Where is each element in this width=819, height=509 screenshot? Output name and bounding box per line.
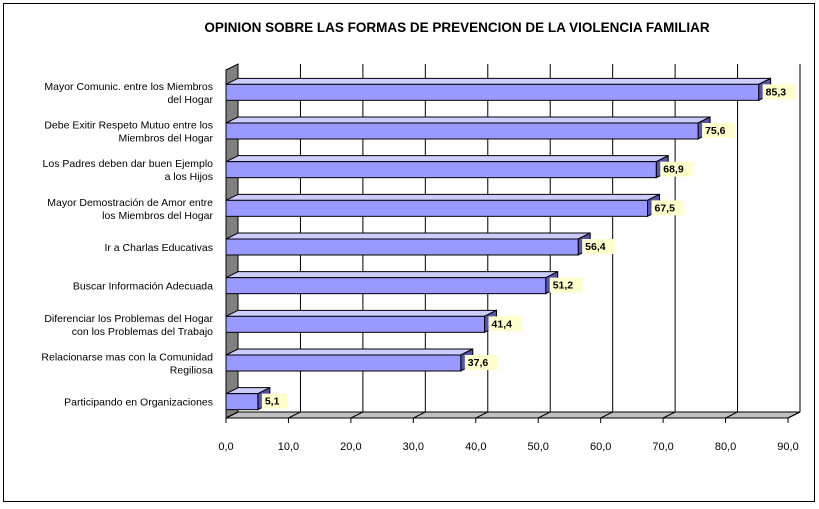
data-label: 51,2 [553, 280, 574, 292]
bar-top [225, 232, 591, 240]
grid-floor-line [787, 411, 801, 419]
category-label: a los Hijos [165, 171, 213, 183]
bar-top [225, 271, 558, 279]
category-label: Diferenciar los Problemas del Hogar [44, 313, 213, 325]
data-label: 85,3 [766, 86, 787, 98]
data-label: 56,4 [585, 241, 606, 253]
data-label: 5,1 [265, 396, 280, 408]
chart-title: OPINION SOBRE LAS FORMAS DE PREVENCION D… [204, 20, 710, 35]
grid-floor-line [413, 411, 426, 419]
data-label-box [702, 123, 735, 138]
category-label: Regiliosa [170, 365, 213, 377]
x-tick-label: 0,0 [218, 441, 233, 453]
grid-floor-line [537, 411, 551, 419]
grid-floor-line [475, 411, 489, 419]
bar-top [225, 348, 474, 356]
data-label-box [488, 316, 521, 332]
category-label: del Hogar [167, 94, 213, 106]
data-label: 41,4 [492, 318, 513, 330]
x-tick-label: 10,0 [278, 441, 299, 453]
category-label: Relacionarse mas con la Comunidad [41, 352, 213, 364]
data-label-box [582, 239, 615, 254]
bar-top [225, 193, 660, 201]
bar-top [225, 309, 497, 317]
category-label: Los Padres deben dar buen Ejemplo [43, 158, 214, 170]
grid-floor-line [662, 411, 676, 419]
x-tick-label: 20,0 [340, 441, 361, 453]
grid-floor-line [288, 411, 301, 419]
grid-floor-line [600, 411, 613, 419]
grid-floor-line [225, 411, 239, 419]
x-tick-label: 60,0 [590, 441, 611, 453]
grid-floor-line [725, 411, 738, 419]
category-label: Participando en Organizaciones [64, 397, 213, 409]
category-label: Buscar Información Adecuada [73, 281, 213, 293]
data-label-box [762, 84, 796, 100]
bar-top [225, 77, 771, 85]
bar [225, 238, 579, 256]
data-label: 75,6 [705, 125, 726, 137]
category-label: con los Problemas del Trabajo [72, 326, 213, 338]
x-tick-label: 50,0 [528, 441, 549, 453]
x-tick-label: 70,0 [652, 441, 673, 453]
data-label-box [549, 277, 583, 293]
data-label: 37,6 [468, 357, 489, 369]
bar [225, 315, 486, 333]
category-label: los Miembros del Hogar [102, 210, 213, 222]
x-tick-label: 90,0 [777, 441, 798, 453]
category-label: Mayor Comunic. entre los Miembros [44, 81, 213, 93]
data-label-box [261, 393, 288, 409]
bar [225, 199, 648, 217]
data-label-box [660, 161, 693, 177]
category-label: Miembros del Hogar [118, 133, 213, 145]
bar-top [225, 155, 669, 163]
x-tick-label: 40,0 [465, 441, 486, 453]
grid-floor-line [350, 411, 364, 419]
bar [225, 83, 760, 101]
category-label: Debe Exitir Respeto Mutuo entre los [44, 120, 213, 132]
floor [225, 411, 801, 419]
bar-top [225, 116, 711, 124]
bar [225, 122, 699, 140]
x-tick-label: 30,0 [403, 441, 424, 453]
bar [225, 161, 657, 179]
bar [225, 393, 259, 411]
data-label: 67,5 [655, 202, 676, 214]
bar [225, 354, 462, 372]
data-label: 68,9 [663, 164, 684, 176]
category-label: Mayor Demostración de Amor entre [47, 197, 213, 209]
bar [225, 277, 547, 295]
data-label-box [464, 355, 498, 370]
x-tick-label: 80,0 [715, 441, 736, 453]
category-label: Ir a Charlas Educativas [104, 242, 213, 254]
data-label-box [651, 200, 684, 216]
